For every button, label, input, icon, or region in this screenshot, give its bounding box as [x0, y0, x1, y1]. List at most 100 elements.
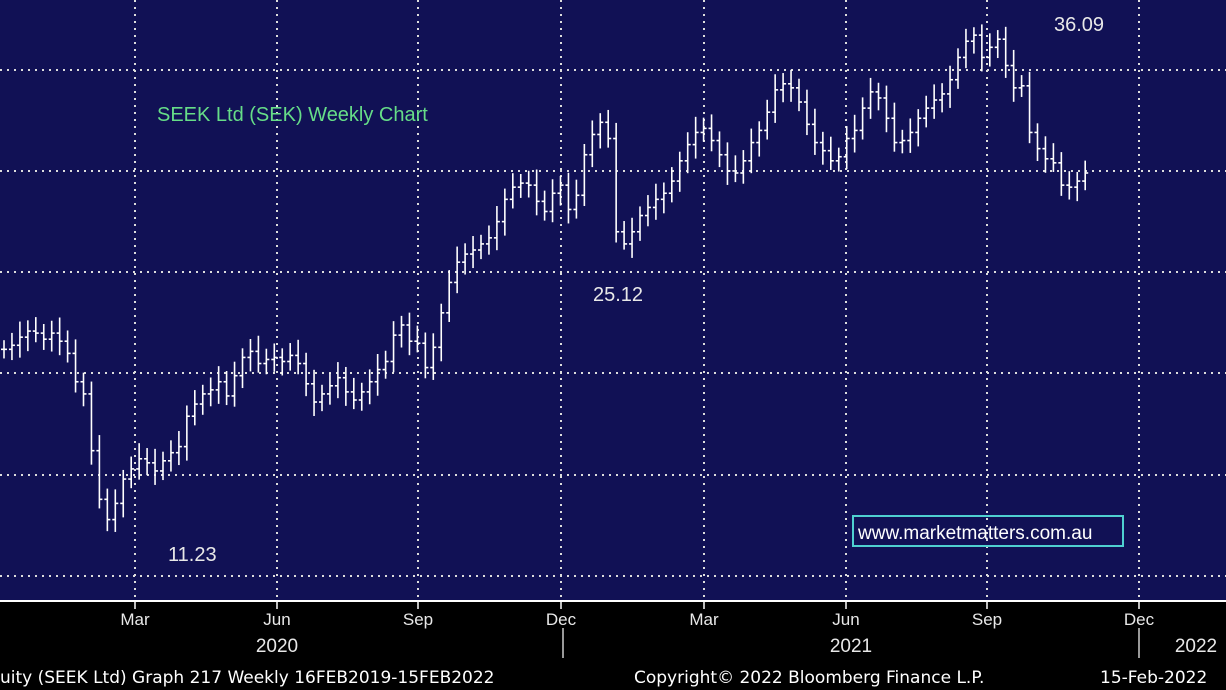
- watermark-link[interactable]: www.marketmatters.com.au: [857, 523, 1092, 544]
- x-tick-label: Mar: [120, 610, 150, 629]
- ohlc-bar: [422, 332, 429, 379]
- ohlc-bar: [613, 122, 620, 243]
- ohlc-bar: [867, 77, 874, 119]
- ohlc-bar: [740, 150, 747, 184]
- ohlc-bar: [223, 371, 230, 406]
- ohlc-bar: [263, 348, 270, 375]
- ohlc-bar: [517, 173, 524, 198]
- ohlc-bar: [637, 206, 643, 241]
- ohlc-bar: [319, 384, 325, 412]
- ohlc-bar: [835, 147, 842, 172]
- ohlc-bar: [931, 84, 938, 119]
- ohlc-bar: [788, 69, 795, 102]
- ohlc-bar: [827, 136, 834, 170]
- ohlc-bar: [772, 74, 779, 123]
- ohlc-bar: [732, 155, 739, 183]
- ohlc-bar: [311, 369, 318, 417]
- ohlc-bar: [716, 131, 723, 168]
- ohlc-bar: [215, 366, 222, 404]
- x-tick-label: Sep: [403, 610, 433, 629]
- ohlc-bar: [819, 131, 826, 165]
- ohlc-bar: [756, 121, 763, 157]
- ohlc-bar: [533, 169, 540, 216]
- ohlc-bar: [780, 73, 787, 103]
- ohlc-bar: [915, 109, 922, 147]
- ohlc-bar: [239, 348, 246, 389]
- ohlc-bar: [939, 83, 946, 113]
- ohlc-bar: [48, 320, 55, 352]
- x-year-label: 2020: [256, 636, 298, 657]
- x-tick-label: Jun: [263, 610, 290, 629]
- ohlc-bar: [859, 97, 866, 140]
- ohlc-bar: [462, 243, 469, 275]
- ohlc-bar: [803, 89, 810, 136]
- ohlc-bar: [32, 317, 39, 343]
- ohlc-bar: [199, 384, 206, 415]
- ohlc-bar: [644, 195, 651, 227]
- ohlc-bar: [136, 443, 143, 480]
- x-year-label: 2021: [830, 636, 872, 657]
- ohlc-bar: [183, 405, 190, 461]
- ohlc-bar: [684, 132, 691, 174]
- ohlc-bar: [358, 382, 365, 411]
- ohlc-bar: [629, 217, 636, 258]
- ohlc-bar: [8, 332, 15, 361]
- ohlc-bar: [24, 320, 31, 352]
- ohlc-bar: [621, 221, 628, 250]
- ohlc-bar: [1042, 136, 1049, 173]
- ohlc-bar: [947, 65, 954, 108]
- x-tick-label: Jun: [832, 610, 859, 629]
- ohlc-bar: [430, 333, 437, 380]
- ohlc-bar: [414, 325, 421, 353]
- ohlc-bar: [652, 183, 659, 220]
- ohlc-bar: [923, 95, 930, 128]
- ohlc-bar: [1066, 171, 1073, 200]
- ohlc-bar: [438, 303, 445, 362]
- ohlc-bar: [899, 129, 906, 154]
- ohlc-bar: [1002, 26, 1009, 78]
- ohlc-bar: [40, 323, 47, 350]
- ohlc-bar: [231, 361, 238, 407]
- x-axis: Mar Jun Sep Dec Mar Jun Sep Dec 2020 2021 2022: [0, 600, 1226, 658]
- ohlc-bar: [581, 143, 588, 207]
- ohlc-bar: [478, 234, 484, 260]
- ohlc-bar: [708, 114, 715, 152]
- ohlc-bar: [1058, 152, 1065, 196]
- ohlc-bar: [382, 350, 389, 379]
- ohlc-bar: [374, 353, 381, 396]
- ohlc-bar: [398, 315, 405, 348]
- ohlc-bar: [676, 151, 683, 192]
- x-tick-label: Sep: [972, 610, 1002, 629]
- ohlc-bar: [605, 109, 612, 148]
- ohlc-bar: [366, 369, 373, 405]
- ohlc-bar: [152, 448, 159, 485]
- x-tick-label: Dec: [1124, 610, 1155, 629]
- ohlc-bar: [1050, 143, 1057, 172]
- ohlc-bar: [1018, 75, 1025, 97]
- ohlc-bar: [167, 440, 174, 472]
- ohlc-bar: [1026, 71, 1033, 144]
- ohlc-bar: [454, 246, 461, 294]
- ohlc-bar: [994, 30, 1001, 59]
- ohlc-bar: [104, 488, 111, 532]
- ohlc-bar: [891, 102, 898, 152]
- ohlc-bar: [390, 321, 397, 373]
- ohlc-bar: [207, 377, 214, 407]
- ohlc-bar: [287, 343, 294, 371]
- ohlc-bar: [955, 48, 961, 89]
- ohlc-bar: [1010, 49, 1017, 102]
- ohlc-bar: [589, 120, 596, 168]
- ohlc-bar: [748, 128, 755, 174]
- ohlc-bar: [573, 179, 580, 219]
- ohlc-bar: [501, 188, 508, 236]
- ohlc-bar: [175, 431, 182, 466]
- ohlc-bar: [565, 172, 572, 224]
- ohlc-bar: [557, 176, 564, 206]
- annotation-low: 11.23: [168, 544, 217, 566]
- ohlc-bar: [247, 338, 254, 372]
- ohlc-bar: [549, 179, 556, 223]
- ohlc-bar: [796, 78, 802, 112]
- ohlc-bar: [255, 335, 262, 373]
- x-tick-label: Dec: [546, 610, 577, 629]
- ohlc-bar: [271, 343, 278, 372]
